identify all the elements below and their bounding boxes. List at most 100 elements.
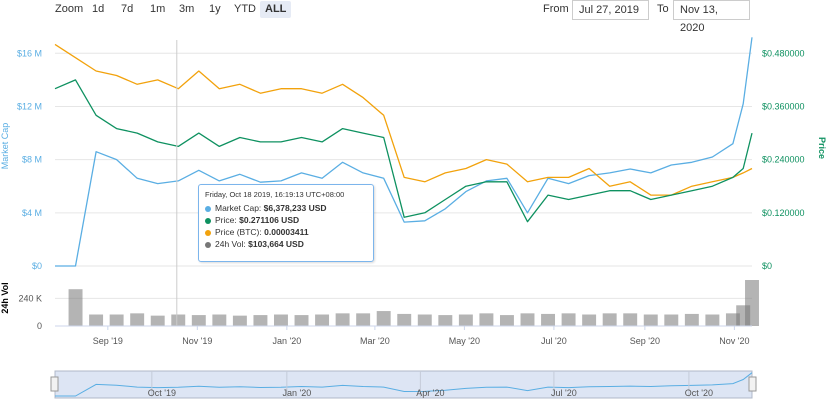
- price-axis: Price $0 $0.120000 $0.240000 $0.360000 $0.48…: [762, 48, 827, 271]
- tooltip-label: 24h Vol:: [215, 239, 246, 249]
- volume-axis-title: 24h Vol: [0, 282, 10, 313]
- volume-dot-icon: [205, 241, 211, 248]
- volume-bar: [274, 314, 288, 326]
- volume-bar: [520, 313, 535, 326]
- navigator-line: [55, 372, 753, 397]
- volume-bar: [232, 315, 247, 326]
- volume-bar: [130, 313, 145, 326]
- zoom-button-1y[interactable]: 1y: [209, 3, 221, 15]
- zoom-button-3m[interactable]: 3m: [179, 3, 195, 15]
- volume-bar: [438, 315, 453, 326]
- volume-bar: [602, 313, 617, 326]
- navigator-tick-label: Jul '20: [551, 388, 577, 398]
- left-tick-label: $8 M: [22, 155, 42, 165]
- navigator-tick-label: Jan '20: [282, 388, 311, 398]
- zoom-button-1m[interactable]: 1m: [150, 3, 166, 15]
- tooltip-title: Friday, Oct 18 2019, 16:19:13 UTC+08:00: [205, 190, 345, 199]
- navigator-left-handle[interactable]: [50, 376, 59, 392]
- market-cap-line: [55, 37, 753, 267]
- volume-bar: [294, 315, 309, 326]
- left-tick-label: $16 M: [17, 48, 42, 58]
- navigator-tick-label: Oct '19: [148, 388, 176, 398]
- range-toolbar: Zoom 1d 7d 1m 3m 1y YTD ALL From Jul 27,…: [0, 0, 830, 34]
- tooltip-label: Price (BTC):: [215, 227, 262, 237]
- tooltip-row-volume: 24h Vol: $103,664 USD: [205, 238, 367, 250]
- volume-tick-label: 0: [37, 321, 42, 331]
- price-line: [54, 79, 753, 223]
- tooltip-value: $0.271106 USD: [239, 215, 300, 225]
- volume-bar: [109, 314, 124, 326]
- x-tick-label: May '20: [449, 336, 480, 346]
- x-tick-label: Nov '19: [182, 336, 212, 346]
- price-dot-icon: [205, 217, 211, 224]
- zoom-label: Zoom: [55, 3, 84, 15]
- navigator-window[interactable]: [54, 370, 753, 399]
- volume-bar: [458, 314, 473, 326]
- volume-bar: [623, 313, 638, 326]
- volume-bar: [253, 315, 268, 326]
- volume-bar: [745, 280, 759, 326]
- volume-bar: [664, 314, 679, 326]
- volume-bar: [171, 314, 186, 326]
- price-axis-title: Price: [817, 137, 827, 159]
- volume-bar: [68, 289, 83, 326]
- grid-lines: [55, 52, 752, 327]
- volume-bar: [376, 311, 391, 326]
- tooltip-row-price-btc: Price (BTC): 0.00003411: [205, 226, 367, 238]
- volume-tick-label: 240 K: [18, 293, 42, 303]
- volume-bar: [643, 314, 658, 326]
- market-cap-axis-title: Market Cap: [0, 123, 10, 170]
- volume-bar: [561, 313, 576, 326]
- volume-bar: [315, 314, 330, 326]
- volume-bar: [541, 313, 556, 326]
- to-date-input[interactable]: Nov 13, 2020: [673, 0, 750, 34]
- left-tick-label: $12 M: [17, 101, 42, 111]
- volume-bar: [417, 314, 432, 326]
- x-tick-label: Mar '20: [360, 336, 390, 346]
- x-tick-label: Jul '20: [541, 336, 567, 346]
- x-tick-label: Sep '19: [93, 336, 123, 346]
- volume-bar: [499, 315, 514, 326]
- volume-bar: [397, 313, 412, 326]
- volume-bar: [479, 313, 494, 326]
- volume-bar: [335, 313, 350, 326]
- zoom-button-ytd[interactable]: YTD: [234, 3, 256, 15]
- volume-bar: [89, 314, 104, 326]
- volume-bar: [705, 314, 720, 326]
- navigator-right-handle[interactable]: [748, 376, 757, 392]
- right-tick-label: $0.120000: [762, 208, 805, 218]
- volume-bar: [356, 313, 371, 326]
- volume-bar: [582, 314, 597, 326]
- series-lines: [54, 37, 753, 267]
- x-tick-label: Sep '20: [630, 336, 660, 346]
- from-date-input[interactable]: Jul 27, 2019: [572, 0, 649, 20]
- volume-bars: [68, 280, 759, 326]
- from-label: From: [543, 3, 569, 15]
- volume-bar: [150, 315, 165, 326]
- zoom-button-7d[interactable]: 7d: [121, 3, 134, 15]
- market-cap-dot-icon: [205, 205, 211, 212]
- tooltip-value: $103,664 USD: [248, 239, 304, 249]
- tooltip-label: Market Cap:: [215, 203, 262, 213]
- x-tick-label: Jan '20: [272, 336, 301, 346]
- volume-bar: [191, 315, 206, 326]
- tooltip-value: 0.00003411: [264, 227, 309, 237]
- volume-bar: [212, 314, 227, 326]
- tooltip-value: $6,378,233 USD: [263, 203, 327, 213]
- volume-axis: 24h Vol 0 240 K: [0, 282, 42, 331]
- right-tick-label: $0.480000: [762, 48, 805, 58]
- zoom-button-1d[interactable]: 1d: [92, 3, 105, 15]
- tooltip-row-price: Price: $0.271106 USD: [205, 214, 367, 226]
- navigator-tick-label: Oct '20: [685, 388, 713, 398]
- tooltip-row-market-cap: Market Cap: $6,378,233 USD: [205, 202, 367, 214]
- right-tick-label: $0.360000: [762, 101, 805, 111]
- tooltip: Friday, Oct 18 2019, 16:19:13 UTC+08:00 …: [198, 184, 374, 262]
- right-tick-label: $0.240000: [762, 155, 805, 165]
- navigator[interactable]: Oct '19 Jan '20 Apr '20 Jul '20 Oct '20: [50, 370, 757, 399]
- volume-bar: [684, 313, 699, 326]
- price-btc-line: [54, 43, 753, 196]
- zoom-button-all[interactable]: ALL: [260, 1, 292, 18]
- to-label: To: [657, 3, 669, 15]
- right-tick-label: $0: [762, 261, 772, 271]
